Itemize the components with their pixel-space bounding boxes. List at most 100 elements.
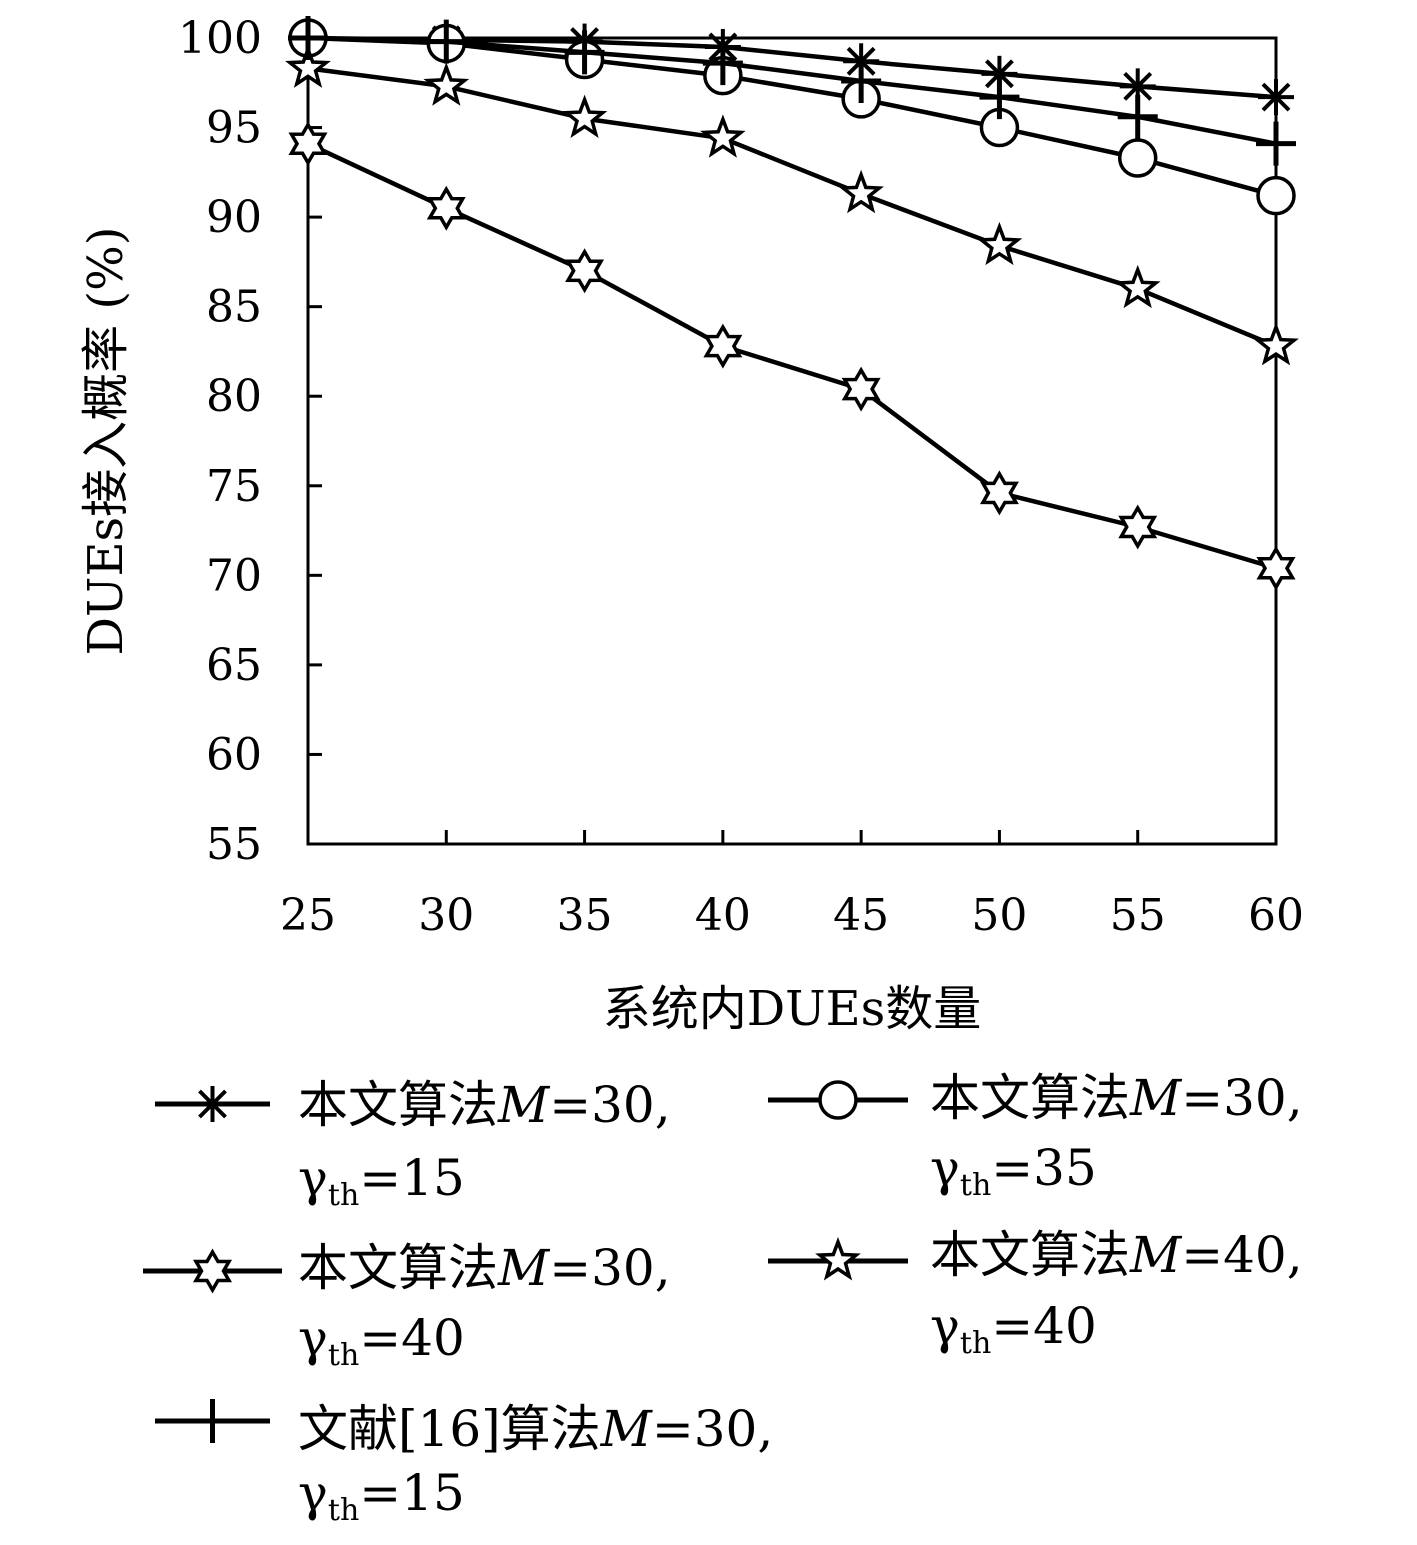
legend-item: 本文算法M=30, γth=15 <box>155 1076 671 1213</box>
data-point-star <box>561 94 608 139</box>
data-point-hexagram <box>1256 545 1296 591</box>
legend-gamma: γ <box>298 1464 328 1522</box>
y-tick-label: 65 <box>206 640 262 691</box>
legend-marker-plus <box>192 1399 233 1443</box>
y-tick-label: 90 <box>206 192 262 243</box>
x-tick-label: 40 <box>695 890 751 941</box>
legend-label-part: 本文算法 <box>298 1239 498 1297</box>
y-tick-label: 85 <box>206 282 262 333</box>
series-layer <box>285 16 1299 591</box>
data-point-plus <box>979 75 1020 120</box>
data-point-plus <box>1256 121 1296 166</box>
y-tick-label: 70 <box>206 550 262 601</box>
legend-label-part: M <box>497 1076 551 1134</box>
data-point-star <box>1253 322 1299 366</box>
legend-threshold: =35 <box>991 1139 1097 1197</box>
legend-label-line1: 文献[16]算法M=30, <box>298 1400 773 1458</box>
data-point-star <box>976 221 1023 266</box>
legend-label-line1: 本文算法M=40, <box>930 1226 1303 1284</box>
series-line <box>307 35 1277 198</box>
legend-label-part: M <box>1129 1069 1183 1127</box>
data-point-plus <box>426 19 467 64</box>
legend-label-line2: γth=40 <box>930 1297 1097 1361</box>
data-point-asterisk <box>1119 68 1156 105</box>
legend-threshold: =15 <box>359 1464 465 1522</box>
data-point-plus <box>702 41 743 86</box>
y-axis-ticks: 55 60 65 70 75 80 85 90 95 100 <box>178 13 322 870</box>
legend-label-part: =30, <box>549 1076 670 1134</box>
legend-label-line1: 本文算法M=30, <box>930 1069 1303 1127</box>
series-plus <box>288 16 1296 166</box>
legend-marker-asterisk <box>194 1086 231 1122</box>
legend-label-line2: γth=35 <box>930 1139 1097 1203</box>
legend-label-part: =30, <box>549 1239 670 1297</box>
x-tick-label: 30 <box>418 890 474 941</box>
legend-gamma: γ <box>298 1149 328 1207</box>
data-point-plus <box>1117 94 1158 139</box>
legend-subscript: th <box>960 1168 991 1203</box>
data-point-star <box>423 62 470 106</box>
legend-label-part: 文献[16]算法 <box>298 1400 601 1458</box>
data-point-asterisk <box>1258 79 1294 116</box>
data-point-hexagram <box>288 121 328 167</box>
data-point-hexagram <box>841 366 881 412</box>
legend: 本文算法M=30,γth=15本文算法M=30,γth=35本文算法M=30,γ… <box>143 1069 1303 1528</box>
legend-item: 文献[16]算法M=30, γth=15 <box>155 1399 773 1528</box>
x-tick-label: 50 <box>971 890 1027 941</box>
data-point-hexagram <box>979 470 1019 516</box>
legend-subscript: th <box>328 1493 359 1528</box>
legend-label-part: 本文算法 <box>930 1226 1130 1284</box>
data-point-circle <box>1256 175 1296 216</box>
legend-subscript: th <box>328 1178 359 1213</box>
data-point-plus <box>841 58 882 103</box>
data-point-plus <box>288 16 328 60</box>
legend-item: 本文算法M=30, γth=35 <box>768 1069 1303 1203</box>
legend-label-part: =30, <box>652 1400 773 1458</box>
legend-label-line2: γth=40 <box>298 1309 465 1373</box>
legend-label-part: =30, <box>1181 1069 1302 1127</box>
series-line <box>307 35 1277 146</box>
data-point-hexagram <box>703 323 743 369</box>
legend-label-part: M <box>1129 1226 1183 1284</box>
legend-marker-circle <box>818 1080 858 1120</box>
data-point-star <box>285 44 331 88</box>
data-point-hexagram <box>565 248 605 294</box>
data-point-star <box>838 169 884 214</box>
legend-subscript: th <box>328 1338 359 1373</box>
legend-threshold: =15 <box>359 1149 465 1207</box>
legend-label-part: M <box>600 1400 654 1458</box>
series-star <box>285 44 1299 366</box>
y-tick-label: 60 <box>206 729 262 780</box>
legend-marker-star <box>815 1237 861 1281</box>
legend-item: 本文算法M=40, γth=40 <box>768 1226 1303 1361</box>
data-point-star <box>1114 264 1161 309</box>
series-line <box>307 35 1277 100</box>
legend-threshold: =40 <box>359 1309 465 1367</box>
series-line <box>307 66 1277 349</box>
legend-label-line1: 本文算法M=30, <box>298 1076 671 1134</box>
series-hexagram <box>288 121 1296 591</box>
legend-label-line1: 本文算法M=30, <box>298 1239 671 1297</box>
x-tick-label: 45 <box>833 890 889 941</box>
legend-label-part: M <box>497 1239 551 1297</box>
data-point-star <box>700 114 746 158</box>
legend-gamma: γ <box>930 1139 960 1197</box>
y-tick-label: 80 <box>206 371 262 422</box>
legend-gamma: γ <box>930 1297 960 1355</box>
x-axis-ticks: 25 30 35 40 45 50 55 60 <box>280 830 1304 941</box>
data-point-plus <box>564 30 605 75</box>
series-line <box>307 141 1277 571</box>
data-point-hexagram <box>426 185 466 231</box>
x-tick-label: 60 <box>1248 890 1304 941</box>
legend-label-part: =40, <box>1181 1226 1302 1284</box>
legend-subscript: th <box>960 1326 991 1361</box>
legend-label-part: 本文算法 <box>930 1069 1130 1127</box>
y-axis-title: DUEs接入概率 (%) <box>78 227 134 656</box>
legend-label-line2: γth=15 <box>298 1149 465 1213</box>
plot-area <box>306 36 1278 846</box>
legend-gamma: γ <box>298 1309 328 1367</box>
legend-label-part: 本文算法 <box>298 1076 498 1134</box>
x-tick-label: 55 <box>1110 890 1166 941</box>
legend-label-line2: γth=15 <box>298 1464 465 1528</box>
